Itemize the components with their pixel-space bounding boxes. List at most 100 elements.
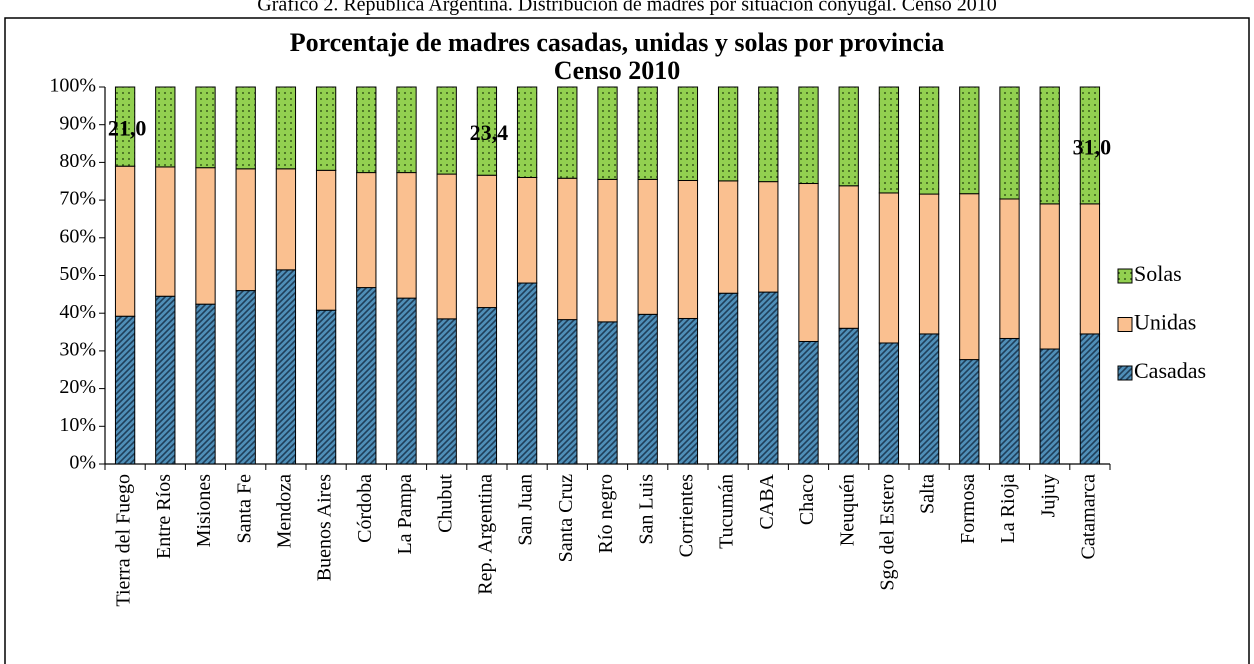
bar-segment [557,177,578,321]
bar-segment [798,86,819,185]
y-tick-label: 40% [59,301,96,323]
bar-segment [476,174,498,309]
bar-segment [436,318,457,465]
bar-segment [878,192,900,344]
y-tick-label: 80% [59,150,96,172]
bar-segment [557,86,578,179]
bar-segment [396,172,417,299]
data-label: 31,0 [1073,134,1112,159]
bar-segment [516,176,538,284]
bar-segment [717,292,739,465]
bar-segment [1039,203,1060,350]
x-tick-label: Jujuy [1037,474,1059,517]
x-tick-label: Santa Fe [233,474,255,544]
bar-segment [1079,203,1101,335]
chart-subtitle: Censo 2010 [554,56,680,85]
bar-segment [195,167,216,305]
bar-segment [798,183,819,342]
bar-segment [155,166,176,297]
bar-segment [597,86,618,180]
y-tick-label: 70% [59,188,96,210]
bar-segment [195,86,216,169]
bar-segment [637,86,658,180]
y-tick-label: 20% [59,376,96,398]
bar-segment [516,282,538,465]
legend-label: Solas [1134,261,1182,286]
bar-segment [235,168,256,292]
x-tick-label: La Pampa [394,474,416,555]
bar-segment [235,290,256,465]
y-tick-label: 50% [59,263,96,285]
bar-segment [356,172,377,289]
bar-segment [959,359,980,465]
bar-segment [918,333,940,465]
x-tick-label: Misiones [193,474,215,548]
x-tick-label: Catamarca [1077,474,1099,560]
y-tick-label: 60% [59,225,96,247]
y-tick-label: 0% [69,452,96,474]
bar-segment [677,86,699,181]
bar-segment [155,86,176,168]
bar-segment [758,291,779,465]
bar-segment [878,342,900,465]
bar-segment [597,178,618,323]
chart-frame [4,17,1250,664]
legend-swatch [1117,365,1133,381]
bar-segment [717,86,739,182]
y-tick-label: 90% [59,112,96,134]
bar-segment [637,178,658,315]
bar-segment [838,327,859,465]
bar-segment [637,313,658,465]
x-tick-label: Río negro [595,474,617,553]
bar-segment [918,86,940,195]
bar-segment [999,198,1020,339]
x-tick-label: Corrientes [675,474,697,558]
bar-segment [758,181,779,293]
x-tick-label: CABA [756,473,778,529]
bar-segment [717,180,739,294]
bar-segment [275,86,297,170]
bar-segment [959,193,980,361]
x-tick-label: Formosa [957,474,979,544]
bar-segment [999,337,1020,465]
caption: Gráfico 2. República Argentina. Distribu… [257,0,996,16]
bar-segment [1039,348,1060,465]
x-tick-label: Rep. Argentina [474,474,496,595]
chart-title: Porcentaje de madres casadas, unidas y s… [290,28,945,57]
bar-segment [798,340,819,465]
bar-segment [114,86,136,167]
legend-label: Unidas [1134,310,1196,335]
bar-segment [758,86,779,183]
x-tick-label: Córdoba [354,474,376,543]
x-tick-label: Mendoza [273,474,295,549]
x-tick-label: Chaco [796,474,818,525]
bar-segment [315,169,337,311]
x-tick-label: Salta [917,474,939,514]
bar-segment [597,321,618,465]
bar-segment [356,287,377,465]
bar-segment [1079,333,1101,465]
data-label: 23,4 [470,120,509,145]
legend-label: Casadas [1134,358,1206,383]
bar-segment [396,297,417,465]
bar-segment [436,86,457,175]
bar-segment [838,86,859,187]
bar-segment [396,86,417,174]
x-tick-label: Buenos Aires [314,474,336,581]
bar-segment [315,309,337,465]
legend-swatch [1117,317,1133,332]
bar-segment [114,165,136,317]
x-tick-label: Santa Cruz [555,474,577,562]
y-tick-label: 100% [49,75,96,97]
bar-segment [195,303,216,465]
bar-segment [114,315,136,465]
bar-segment [476,307,498,465]
bar-segment [155,295,176,465]
legend-swatch [1117,268,1133,284]
x-tick-label: Tierra del Fuego [113,474,135,607]
bar-segment [677,179,699,319]
x-tick-label: San Luis [635,474,657,545]
bar-segment [235,86,256,170]
x-tick-label: Chubut [434,474,456,533]
